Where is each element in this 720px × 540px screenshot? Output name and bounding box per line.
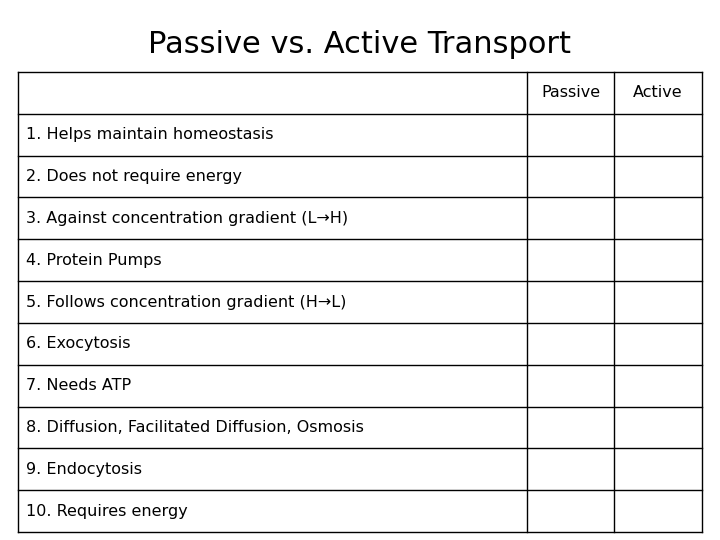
Text: 8. Diffusion, Facilitated Diffusion, Osmosis: 8. Diffusion, Facilitated Diffusion, Osm… — [26, 420, 364, 435]
Text: 9. Endocytosis: 9. Endocytosis — [26, 462, 142, 477]
Text: 6. Exocytosis: 6. Exocytosis — [26, 336, 130, 352]
Text: Active: Active — [633, 85, 683, 100]
Text: 4. Protein Pumps: 4. Protein Pumps — [26, 253, 161, 268]
Text: Passive vs. Active Transport: Passive vs. Active Transport — [148, 30, 572, 59]
Text: Passive: Passive — [541, 85, 600, 100]
Text: 5. Follows concentration gradient (H→L): 5. Follows concentration gradient (H→L) — [26, 294, 346, 309]
Text: 3. Against concentration gradient (L→H): 3. Against concentration gradient (L→H) — [26, 211, 348, 226]
Text: 7. Needs ATP: 7. Needs ATP — [26, 378, 131, 393]
Text: 2. Does not require energy: 2. Does not require energy — [26, 169, 242, 184]
Text: 1. Helps maintain homeostasis: 1. Helps maintain homeostasis — [26, 127, 274, 142]
Text: 10. Requires energy: 10. Requires energy — [26, 504, 188, 518]
